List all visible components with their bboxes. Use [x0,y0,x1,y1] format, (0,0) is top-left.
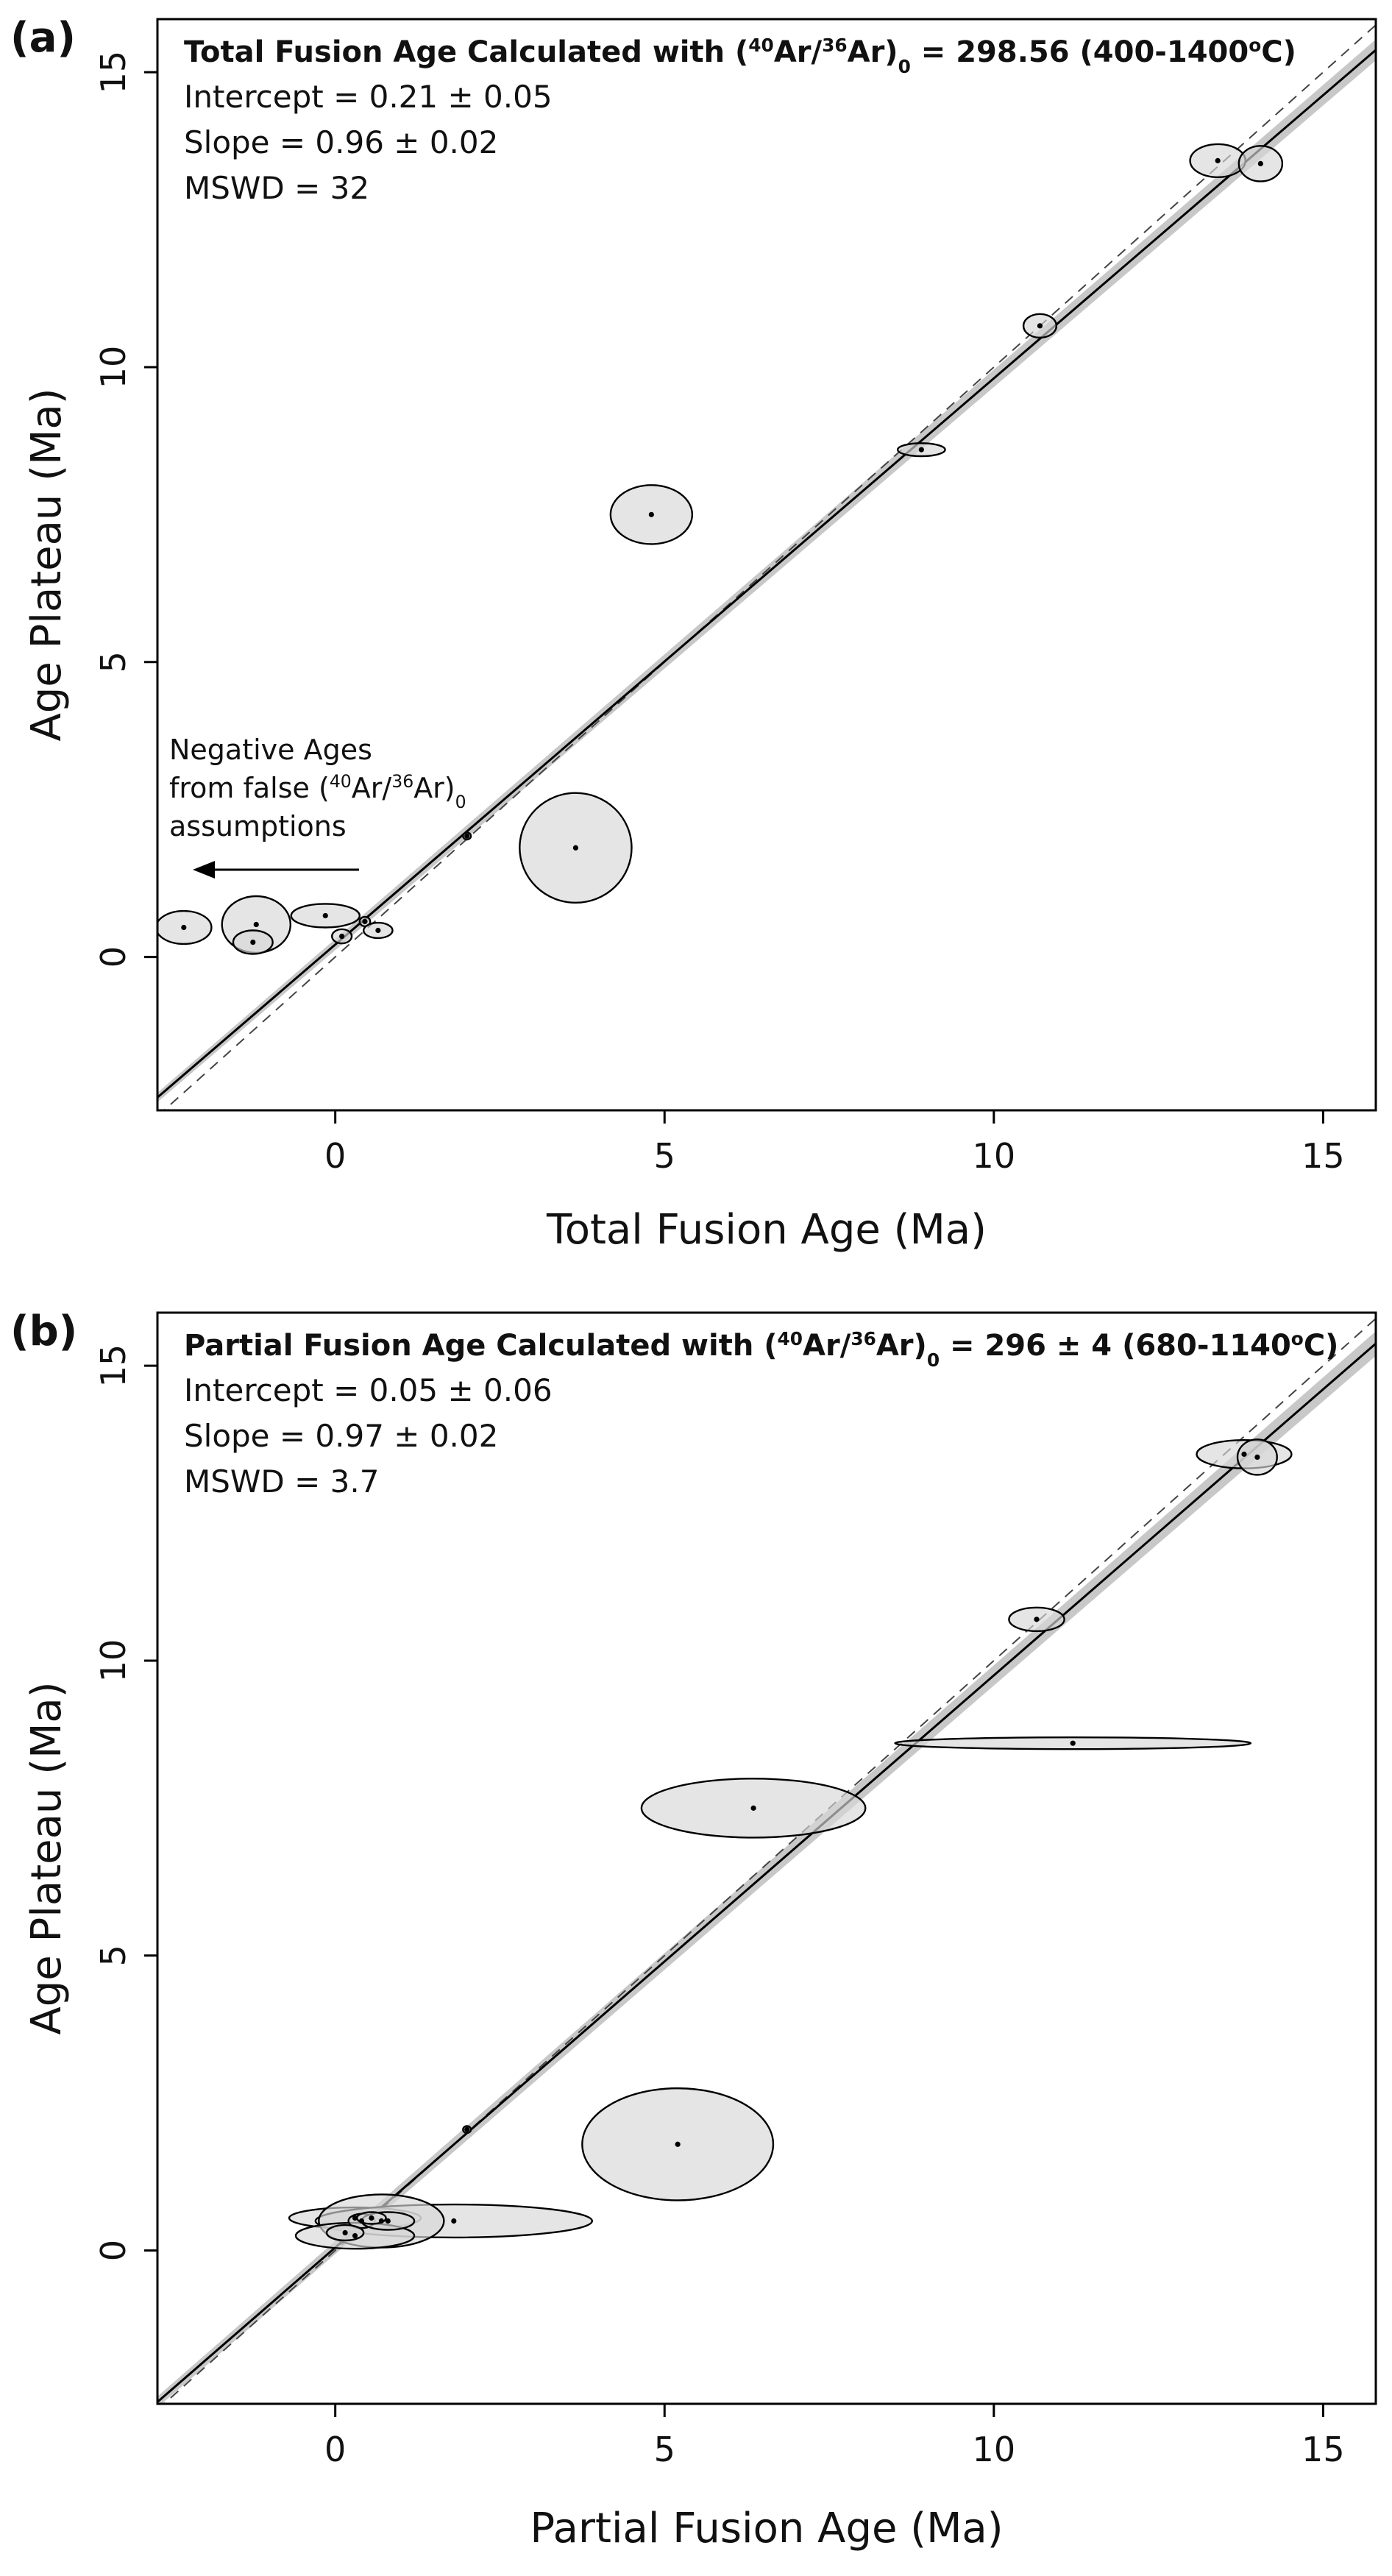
plot-frame [156,1311,1377,2405]
label-part: 36 [851,1328,876,1349]
y-axis-title: Age Plateau (Ma) [23,1681,71,2034]
one-to-one-line [163,24,1376,1110]
annotation-stat: Intercept = 0.21 ± 0.05 [184,79,553,115]
label-part: Partial Fusion Age Calculated with ( [184,1329,778,1363]
y-axis-title: Age Plateau (Ma) [23,388,71,741]
data-point [385,2218,391,2224]
y-tick-label: 0 [93,2240,133,2261]
data-point [369,2215,374,2221]
data-point [451,2218,457,2224]
data-point [1215,157,1221,163]
data-point [1034,1617,1040,1622]
data-point [378,2218,384,2224]
fit-confidence-band [157,1331,1376,2404]
data-point [1070,1740,1076,1746]
label-part: o [1249,35,1261,56]
panel-label: (b) [10,1307,77,1355]
label-part: 40 [330,771,352,792]
data-point [253,921,259,928]
data-point [675,2141,681,2147]
label-part: Ar) [413,772,455,804]
y-tick-label: 0 [93,946,133,968]
y-tick-label: 5 [93,651,133,673]
data-point [572,845,579,851]
data-point [352,2232,358,2239]
label-part: C) [1304,1329,1339,1363]
plot-frame [156,18,1377,1112]
y-tick-label: 10 [93,346,133,389]
annotation-stat: Slope = 0.97 ± 0.02 [184,1418,498,1454]
data-point [648,511,654,517]
data-point [1257,160,1263,166]
label-part: 0 [455,792,466,812]
label-part: 36 [822,35,848,56]
annotation-title: Total Fusion Age Calculated with (40Ar/3… [184,35,1296,77]
data-point [352,2215,358,2221]
data-point [322,912,328,919]
annotation-stat: MSWD = 3.7 [184,1463,379,1500]
data-point [339,933,345,940]
x-axis-title: Total Fusion Age (Ma) [546,1206,987,1254]
data-point [375,927,381,934]
data-point [750,1805,756,1811]
chart-panel-a: 0 5 10 15 0 5 10 15 Total Fusion Age (Ma) Age Pla… [10,14,1377,1254]
data-point [1037,323,1043,329]
label-part: from false ( [169,772,330,804]
data-point [464,2126,470,2132]
x-axis-title: Partial Fusion Age (Ma) [530,2505,1003,2552]
annotation-stat: Intercept = 0.05 ± 0.06 [184,1372,553,1408]
data-point [250,939,256,945]
y-tick-label: 15 [93,1344,133,1388]
y-tick-label: 15 [93,51,133,94]
y-tick-label: 5 [93,1945,133,1966]
arrow-head-icon [193,861,215,879]
label-part: Ar/ [352,772,392,804]
data-point [342,2229,348,2236]
label-part: Ar) [876,1329,927,1363]
label-part: o [1291,1328,1304,1349]
x-tick-label: 15 [1302,2430,1345,2469]
label-part: 0 [898,56,911,77]
data-point [358,2218,365,2224]
label-part: Total Fusion Age Calculated with ( [184,35,748,69]
data-point [1254,1454,1260,1460]
x-tick-label: 5 [654,2430,675,2469]
label-part: Ar/ [803,1329,851,1363]
data-point [362,918,368,925]
label-part: 40 [778,1328,803,1349]
label-part: C) [1261,35,1296,69]
plot-area [157,1318,1376,2404]
plot-area [157,24,1376,1110]
x-tick-label: 10 [973,2430,1016,2469]
negative-ages-note: Negative Ages [169,734,372,766]
data-point [918,447,924,453]
negative-ages-note: from false (40Ar/36Ar)0 [169,771,466,812]
data-point [1241,1451,1247,1457]
x-tick-label: 10 [973,1136,1016,1176]
x-tick-label: 5 [654,1136,675,1176]
label-part: = 298.56 (400-1400 [911,35,1249,69]
data-point [464,833,470,839]
label-part: 36 [391,771,413,792]
x-tick-label: 0 [324,2430,346,2469]
data-point [181,924,187,931]
y-tick-label: 10 [93,1639,133,1683]
label-part: Ar) [848,35,898,69]
x-tick-label: 0 [324,1136,346,1176]
panel-label: (a) [10,14,76,62]
chart-panel-b: 0 5 10 15 0 5 10 15 Partial Fusion Age (Ma) Age P… [10,1307,1377,2552]
x-tick-label: 15 [1302,1136,1345,1176]
label-part: Ar/ [774,35,823,69]
label-part: 40 [748,35,774,56]
label-part: 0 [927,1349,940,1371]
label-part: = 296 ± 4 (680-1140 [940,1329,1291,1363]
negative-ages-note: assumptions [169,810,347,842]
annotation-stat: MSWD = 32 [184,170,369,206]
annotation-title: Partial Fusion Age Calculated with (40Ar… [184,1328,1338,1371]
annotation-stat: Slope = 0.96 ± 0.02 [184,124,498,160]
